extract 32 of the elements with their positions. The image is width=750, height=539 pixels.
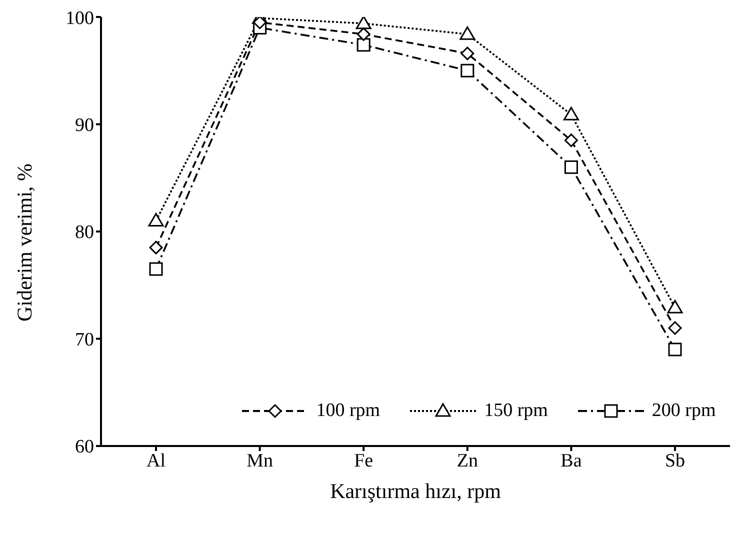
y-tick-label: 80 bbox=[75, 222, 94, 244]
y-axis-title: Giderim verimi, % bbox=[12, 163, 36, 322]
point bbox=[460, 26, 476, 40]
point bbox=[356, 17, 372, 30]
y-tick-label: 60 bbox=[75, 436, 94, 458]
legend-label: 100 rpm bbox=[316, 400, 380, 422]
y-tick-label: 70 bbox=[75, 329, 94, 350]
x-tick-label: Sb bbox=[664, 450, 686, 472]
x-tick-label: Al bbox=[146, 450, 166, 472]
point bbox=[564, 134, 578, 148]
point bbox=[460, 64, 474, 78]
point bbox=[149, 262, 163, 276]
x-tick-label: Ba bbox=[560, 450, 582, 472]
x-tick-label: Mn bbox=[246, 450, 274, 472]
x-tick-label: Zn bbox=[456, 450, 478, 472]
y-tick-label: 100 bbox=[66, 8, 94, 29]
point bbox=[460, 46, 474, 60]
legend-label: 200 rpm bbox=[652, 400, 716, 422]
point bbox=[253, 17, 267, 30]
point bbox=[564, 160, 578, 174]
x-axis-title: Karıştırma hızı, rpm bbox=[330, 479, 501, 503]
y-tick-label: 90 bbox=[75, 114, 94, 136]
point bbox=[563, 106, 579, 120]
point bbox=[667, 300, 683, 314]
legend-label: 150 rpm bbox=[484, 400, 548, 422]
point bbox=[149, 240, 163, 254]
point bbox=[356, 38, 370, 52]
point bbox=[668, 321, 682, 335]
point bbox=[356, 27, 370, 41]
x-tick-label: Fe bbox=[354, 450, 374, 472]
point bbox=[148, 213, 164, 227]
point bbox=[668, 342, 682, 356]
